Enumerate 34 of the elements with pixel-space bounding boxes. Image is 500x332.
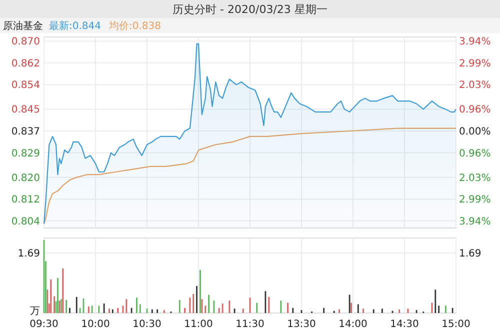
y-tick-label: 0.820: [11, 172, 40, 184]
y-tick-label: 0.812: [11, 194, 40, 206]
x-tick-label: 11:00: [184, 319, 213, 330]
y-tick-label: 0.804: [11, 216, 40, 228]
text: 0.96%: [459, 104, 491, 116]
chart-title: 历史分时 - 2020/03/23 星期一: [172, 3, 328, 16]
text: 0.00%: [459, 126, 491, 138]
y-tick-label: 0.854: [11, 80, 40, 92]
chart-subtitle: 原油基金: [3, 20, 43, 32]
x-tick-label: 14:30: [390, 319, 419, 330]
x-tick-label: 14:00: [338, 319, 368, 330]
text: 2.03%: [459, 80, 491, 92]
y-tick-label: 0.870: [11, 36, 40, 48]
text: 万: [30, 306, 40, 317]
text: 3.94%: [459, 216, 491, 228]
y-tick-label: 0.829: [11, 148, 40, 160]
text: 1.69: [18, 248, 40, 260]
text: 2.99%: [459, 194, 491, 206]
y-tick-label: 0.845: [11, 104, 40, 116]
text: 2.03%: [459, 172, 491, 184]
y-tick-label: 0.837: [11, 126, 40, 138]
x-tick-label: 10:00: [81, 319, 110, 330]
text: 1.69: [459, 248, 482, 260]
text: 0.96%: [459, 148, 491, 160]
x-tick-label: 09:30: [30, 319, 58, 330]
text: 最新:0.844: [49, 20, 101, 32]
text: 3.94%: [459, 36, 491, 48]
text: 均价:0.838: [108, 20, 161, 32]
y-tick-label: 0.862: [11, 58, 40, 70]
x-tick-label: 10:30: [132, 319, 162, 330]
x-tick-label: 13:30: [287, 319, 316, 330]
x-tick-label: 11:30: [236, 319, 264, 330]
text: 2.99%: [459, 58, 491, 70]
x-tick-label: 15:00: [442, 319, 470, 330]
